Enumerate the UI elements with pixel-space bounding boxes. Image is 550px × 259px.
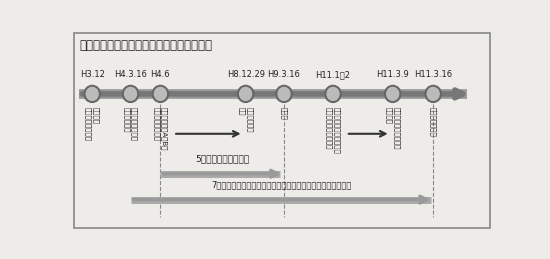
Text: H11.3.9: H11.3.9	[376, 70, 409, 79]
Ellipse shape	[240, 88, 251, 100]
Ellipse shape	[325, 85, 341, 102]
Text: 本件決定処分等: 本件決定処分等	[430, 107, 437, 136]
Text: H4.3.16: H4.3.16	[114, 70, 147, 79]
Text: 父死亡: 父死亡	[280, 107, 287, 120]
Text: 5年間（決定の期間）: 5年間（決定の期間）	[195, 155, 249, 164]
Ellipse shape	[84, 85, 100, 102]
Ellipse shape	[276, 85, 292, 102]
Ellipse shape	[278, 88, 290, 100]
Ellipse shape	[384, 85, 401, 102]
Text: H11.3.16: H11.3.16	[414, 70, 452, 79]
Text: 7年間（「偽りその他不正の行為」による場合の決定の期間）: 7年間（「偽りその他不正の行為」による場合の決定の期間）	[212, 181, 352, 190]
FancyBboxPatch shape	[74, 33, 490, 228]
Text: H11.1～2: H11.1～2	[316, 70, 350, 79]
Ellipse shape	[327, 88, 339, 100]
Text: H9.3.16: H9.3.16	[267, 70, 300, 79]
Text: 本件譲渡はみなし贈与
との指摘: 本件譲渡はみなし贈与 との指摘	[386, 107, 400, 149]
Text: 譲渡から決定処分等までのタイムテーブル: 譲渡から決定処分等までのタイムテーブル	[79, 39, 212, 52]
Text: 本件譲渡
（みなし贈与～）: 本件譲渡 （みなし贈与～）	[85, 107, 100, 141]
Text: 問題点の指摘
なし: 問題点の指摘 なし	[239, 107, 253, 132]
Text: みなし贈与に係る
法定申告期限: みなし贈与に係る 法定申告期限	[123, 107, 138, 141]
Ellipse shape	[387, 88, 399, 100]
Text: H8.12.29: H8.12.29	[227, 70, 265, 79]
Ellipse shape	[123, 85, 139, 102]
Ellipse shape	[152, 85, 168, 102]
Ellipse shape	[155, 88, 166, 100]
Text: H3.12: H3.12	[80, 70, 104, 79]
Text: 被相続人（父）の相続税
申告について税務調査: 被相続人（父）の相続税 申告について税務調査	[326, 107, 340, 154]
Ellipse shape	[125, 88, 136, 100]
Ellipse shape	[425, 85, 441, 102]
Ellipse shape	[86, 88, 98, 100]
Text: H4.6: H4.6	[151, 70, 170, 79]
Ellipse shape	[427, 88, 439, 100]
Ellipse shape	[238, 85, 254, 102]
Text: 本件譲渡（～A社B社
について税務調査: 本件譲渡（～A社B社 について税務調査	[153, 107, 168, 150]
